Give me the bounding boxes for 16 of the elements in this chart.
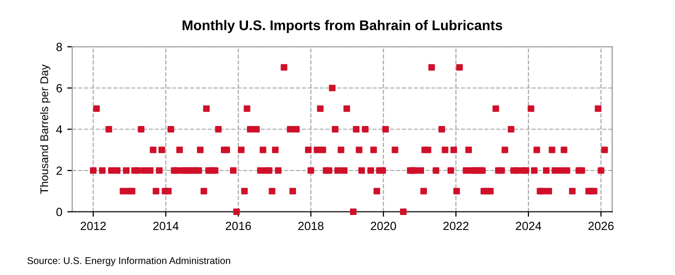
y-tick-label: 0 — [56, 208, 62, 216]
x-tick-label: 2020 — [370, 222, 396, 230]
x-tick-label: 2024 — [516, 222, 542, 230]
x-tick-label: 2014 — [153, 222, 179, 230]
x-tick-label: 2022 — [443, 222, 468, 230]
y-tick-label: 6 — [56, 84, 62, 92]
x-tick-label: 2026 — [588, 222, 614, 230]
y-tick-label: 8 — [56, 42, 62, 52]
x-tick-label: 2016 — [226, 222, 251, 230]
y-tick-label: 4 — [56, 125, 62, 134]
chart-title: Monthly U.S. Imports from Bahrain of Lubricants — [182, 20, 502, 33]
x-tick-label: 2018 — [298, 222, 324, 230]
y-axis-title: Thousand Barrels per Day — [40, 64, 50, 194]
x-tick-label: 2012 — [80, 222, 106, 230]
y-tick-label: 2 — [56, 166, 62, 175]
source-note: Source: U.S. Energy Information Administration — [27, 256, 230, 266]
